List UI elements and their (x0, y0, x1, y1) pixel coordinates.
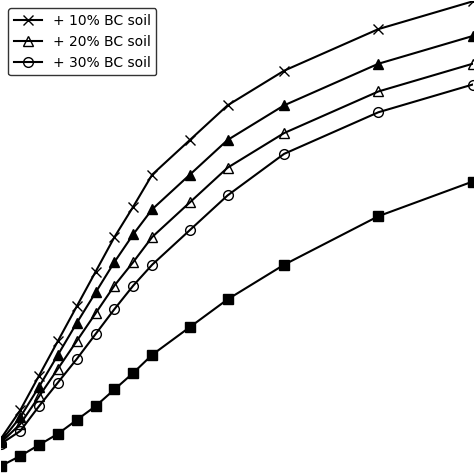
Legend: + 10% BC soil, + 20% BC soil, + 30% BC soil: + 10% BC soil, + 20% BC soil, + 30% BC s… (9, 9, 156, 75)
